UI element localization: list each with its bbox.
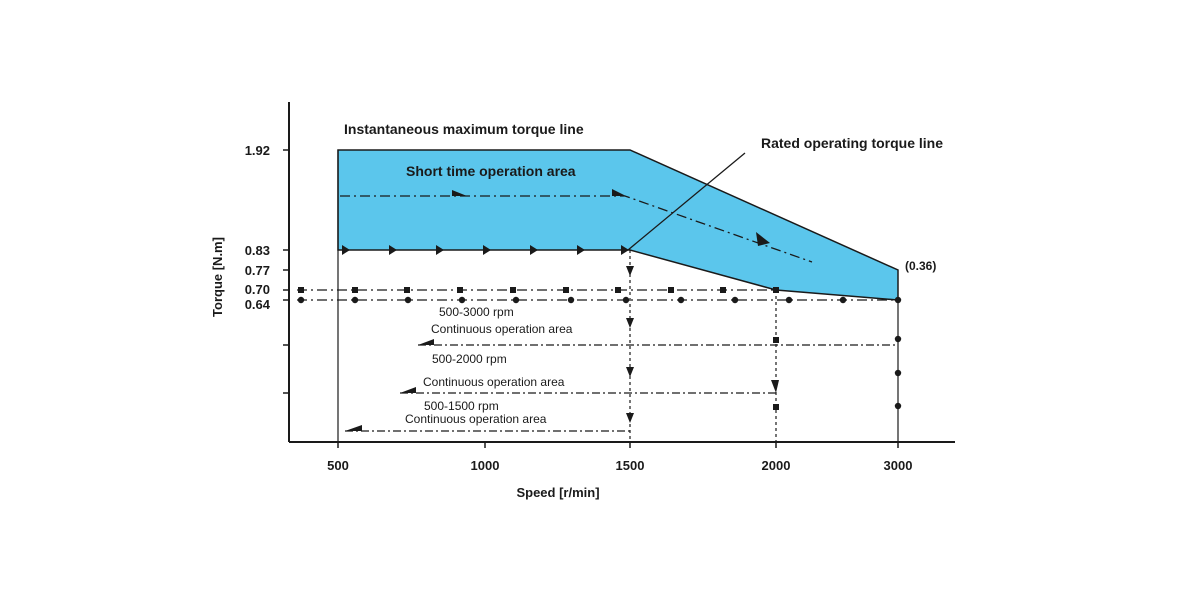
range-1500-label: 500-1500 rpm xyxy=(424,399,499,413)
y-tick-label: 0.83 xyxy=(245,243,270,258)
end-value-label: (0.36) xyxy=(905,259,936,273)
arrow-marker xyxy=(452,190,467,196)
rated-torque-label: Rated operating torque line xyxy=(761,135,943,151)
x-tick-label: 2000 xyxy=(762,458,791,473)
arrow-marker xyxy=(612,189,626,196)
continuous-area-label: Continuous operation area xyxy=(405,412,547,426)
rated-torque-leader xyxy=(627,152,746,251)
x-ticks xyxy=(337,442,899,448)
x-axis-label: Speed [r/min] xyxy=(516,485,599,500)
down-arrows-1500 xyxy=(626,266,634,423)
instantaneous-max-label: Instantaneous maximum torque line xyxy=(344,121,584,137)
y-ticks xyxy=(283,149,289,394)
y-tick-label: 0.77 xyxy=(245,263,270,278)
y-tick-label: 0.64 xyxy=(245,297,271,312)
continuous-area-label: Continuous operation area xyxy=(431,322,573,336)
short-time-area-label: Short time operation area xyxy=(406,163,576,179)
y-tick-label: 1.92 xyxy=(245,143,270,158)
continuous-area-label: Continuous operation area xyxy=(423,375,565,389)
arrow-marker xyxy=(400,387,416,393)
arrow-marker xyxy=(345,425,362,431)
arrow-marker xyxy=(756,232,770,246)
rated-line-arrows xyxy=(342,245,629,255)
y-axis-label: Torque [N.m] xyxy=(210,237,225,317)
circle-markers-0-64 xyxy=(297,296,902,304)
arrow-marker xyxy=(418,339,434,345)
y-tick-label: 0.70 xyxy=(245,282,270,297)
markers-2000 xyxy=(771,337,779,410)
markers-3000 xyxy=(894,335,902,410)
x-tick-label: 500 xyxy=(327,458,349,473)
short-time-operation-area xyxy=(337,149,899,301)
x-tick-label: 1500 xyxy=(616,458,645,473)
x-tick-label: 3000 xyxy=(884,458,913,473)
square-markers-0-70 xyxy=(298,287,779,293)
range-2000-label: 500-2000 rpm xyxy=(432,352,507,366)
x-tick-label: 1000 xyxy=(471,458,500,473)
range-3000-label: 500-3000 rpm xyxy=(439,305,514,319)
